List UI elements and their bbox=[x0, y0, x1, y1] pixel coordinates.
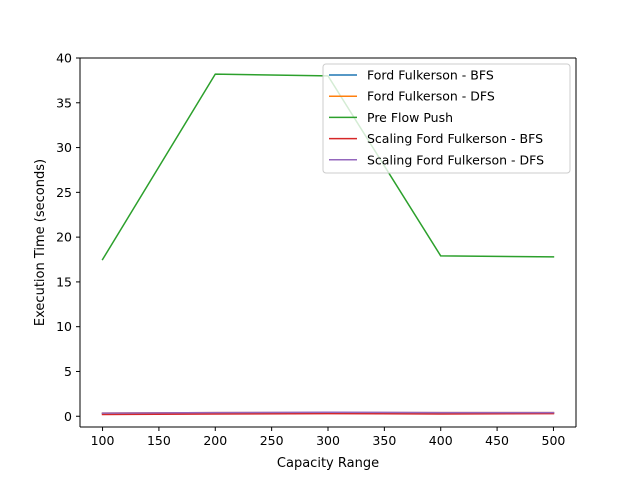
y-tick-label: 20 bbox=[56, 230, 72, 245]
x-tick-label: 300 bbox=[316, 433, 340, 448]
y-tick-label: 15 bbox=[56, 274, 72, 289]
legend-label-1: Ford Fulkerson - BFS bbox=[367, 68, 494, 83]
y-tick-label: 40 bbox=[56, 51, 72, 66]
legend-label-4: Scaling Ford Fulkerson - BFS bbox=[367, 131, 543, 146]
legend-box bbox=[322, 63, 571, 174]
x-tick-label: 150 bbox=[147, 433, 171, 448]
y-axis-label: Execution Time (seconds) bbox=[33, 159, 48, 326]
legend-label-3: Pre Flow Push bbox=[367, 110, 453, 125]
y-tick-label: 5 bbox=[64, 364, 72, 379]
series-line-5 bbox=[101, 411, 555, 414]
legend-label-2: Ford Fulkerson - DFS bbox=[367, 89, 495, 104]
x-tick-label: 200 bbox=[203, 433, 227, 448]
x-tick-label: 400 bbox=[429, 433, 453, 448]
y-tick-label: 25 bbox=[56, 185, 72, 200]
x-tick-label: 450 bbox=[485, 433, 509, 448]
ticks-layer: 100 150 200 250 300 350 400 450 500 0 5 10 15 20 25 30 3… bbox=[56, 51, 565, 449]
x-tick-label: 100 bbox=[91, 433, 115, 448]
x-tick-label: 500 bbox=[542, 433, 566, 448]
x-tick-label: 350 bbox=[372, 433, 396, 448]
y-tick-label: 0 bbox=[64, 409, 72, 424]
y-tick-label: 30 bbox=[56, 140, 72, 155]
legend: Ford Fulkerson - BFS Ford Fulkerson - DFS… bbox=[322, 63, 571, 174]
y-tick-label: 35 bbox=[56, 95, 72, 110]
x-axis-label: Capacity Range bbox=[277, 456, 379, 471]
legend-label-5: Scaling Ford Fulkerson - DFS bbox=[367, 152, 544, 167]
y-tick-label: 10 bbox=[56, 319, 72, 334]
series-line-4 bbox=[101, 412, 555, 416]
x-tick-label: 250 bbox=[260, 433, 284, 448]
